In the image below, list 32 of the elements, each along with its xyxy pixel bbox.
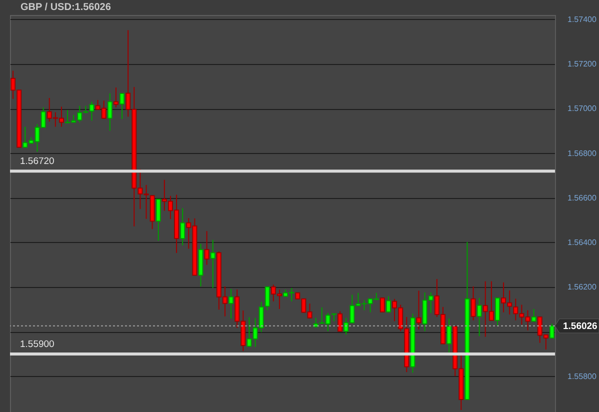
y-tick-label: 1.57400 xyxy=(568,14,597,24)
candlestick xyxy=(210,239,216,288)
ref-line-label: 1.56720 xyxy=(20,156,54,168)
candlestick xyxy=(386,296,391,314)
candlestick xyxy=(228,288,234,320)
y-tick-label: 1.56200 xyxy=(568,282,597,292)
candlestick xyxy=(549,323,554,339)
candlestick xyxy=(476,298,482,337)
y-tick-label: 1.56800 xyxy=(568,148,597,158)
candlestick xyxy=(107,92,112,132)
candlestick xyxy=(120,93,125,120)
candlestick xyxy=(494,297,500,327)
candlestick xyxy=(113,86,118,108)
candlestick xyxy=(89,101,94,122)
chart-title: GBP / USD:1.56026 xyxy=(20,2,112,13)
ref-line-label: 1.56026 xyxy=(563,320,598,332)
candlestick xyxy=(156,198,161,242)
candlestick xyxy=(338,310,343,332)
candlestick xyxy=(470,286,476,321)
candlestick xyxy=(204,230,210,266)
candlestick xyxy=(531,308,536,322)
candlestick xyxy=(313,317,318,328)
y-tick-label: 1.56400 xyxy=(568,238,597,247)
y-tick-label: 1.55800 xyxy=(568,372,597,381)
ref-line-label: 1.55900 xyxy=(20,339,54,350)
candlestick xyxy=(446,318,452,355)
candlestick xyxy=(416,290,422,330)
candlestick xyxy=(380,298,385,312)
y-tick-label: 1.57000 xyxy=(568,104,597,114)
candlestick xyxy=(180,208,186,246)
y-tick-label: 1.57200 xyxy=(568,60,597,69)
y-tick-label: 1.56600 xyxy=(568,193,597,202)
